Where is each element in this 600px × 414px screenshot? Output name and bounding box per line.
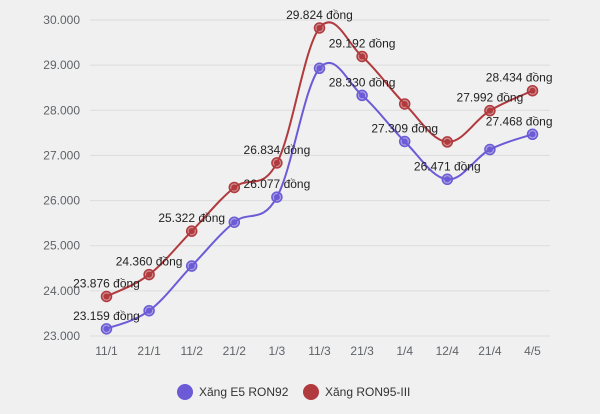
- data-point-core: [273, 194, 280, 201]
- legend-label: Xăng RON95-III: [325, 385, 410, 399]
- legend-label: Xăng E5 RON92: [199, 385, 289, 399]
- x-axis: 11/1 21/1 11/2 21/2 1/3 11/3 21/3 1/4 12/4 21/4 4/…: [95, 344, 541, 358]
- y-tick-label: 30.000: [43, 13, 80, 27]
- data-point-core: [146, 271, 153, 278]
- legend: Xăng E5 RON92 Xăng RON95-III: [177, 384, 410, 400]
- grid: [90, 19, 550, 337]
- y-tick-label: 26.000: [43, 194, 80, 208]
- data-label: 28.434 đồng: [486, 71, 553, 85]
- data-point-core: [188, 263, 195, 270]
- data-label: 23.159 đồng: [73, 309, 140, 323]
- data-label: 29.824 đồng: [286, 8, 353, 22]
- data-point-core: [316, 24, 323, 31]
- x-tick-label: 1/4: [396, 344, 413, 358]
- y-tick-label: 29.000: [43, 58, 80, 72]
- data-label: 28.330 đồng: [329, 75, 396, 89]
- data-label: 26.471 đồng: [414, 159, 481, 173]
- series-points: [100, 22, 539, 335]
- series-line: [106, 61, 533, 330]
- data-point-core: [529, 131, 536, 138]
- x-tick-label: 21/4: [478, 344, 502, 358]
- data-point-core: [231, 219, 238, 226]
- data-point-core: [103, 325, 110, 332]
- data-label: 29.192 đồng: [329, 36, 396, 50]
- data-point-core: [316, 65, 323, 72]
- data-label: 27.992 đồng: [457, 91, 524, 105]
- x-tick-label: 21/3: [350, 344, 374, 358]
- x-tick-label: 21/1: [137, 344, 161, 358]
- data-point-core: [231, 184, 238, 191]
- data-label: 26.834 đồng: [244, 143, 311, 157]
- data-label: 27.309 đồng: [371, 121, 438, 135]
- data-label: 25.322 đồng: [158, 211, 225, 225]
- data-point-core: [146, 307, 153, 314]
- x-tick-label: 1/3: [269, 344, 286, 358]
- y-tick-label: 28.000: [43, 103, 80, 117]
- data-point-core: [359, 92, 366, 99]
- y-axis: 23.000 24.000 25.000 26.000 27.000 28.000 29.0…: [43, 13, 80, 343]
- data-point-core: [486, 107, 493, 114]
- data-label: 24.360 đồng: [116, 255, 183, 269]
- data-point-core: [529, 87, 536, 94]
- legend-marker: [303, 384, 319, 400]
- data-point-core: [359, 53, 366, 60]
- y-tick-label: 27.000: [43, 148, 80, 162]
- y-tick-label: 25.000: [43, 239, 80, 253]
- data-point-core: [444, 176, 451, 183]
- data-point-core: [486, 146, 493, 153]
- data-point-core: [188, 228, 195, 235]
- data-label: 23.876 đồng: [73, 276, 140, 290]
- data-point-core: [273, 159, 280, 166]
- data-labels: 23.159 đồng 26.077 đồng 28.330 đồng 27.309 …: [73, 8, 552, 323]
- data-label: 26.077 đồng: [244, 177, 311, 191]
- x-tick-label: 11/2: [180, 344, 203, 358]
- data-label: 27.468 đồng: [486, 114, 553, 128]
- x-tick-label: 12/4: [436, 344, 460, 358]
- data-point-core: [401, 100, 408, 107]
- y-tick-label: 24.000: [43, 284, 80, 298]
- data-point-core: [444, 138, 451, 145]
- data-point-core: [401, 138, 408, 145]
- x-tick-label: 11/3: [308, 344, 331, 358]
- x-tick-label: 21/2: [223, 344, 247, 358]
- x-tick-label: 4/5: [524, 344, 541, 358]
- data-point-core: [103, 293, 110, 300]
- legend-marker: [177, 384, 193, 400]
- x-tick-label: 11/1: [95, 344, 118, 358]
- y-tick-label: 23.000: [43, 329, 80, 343]
